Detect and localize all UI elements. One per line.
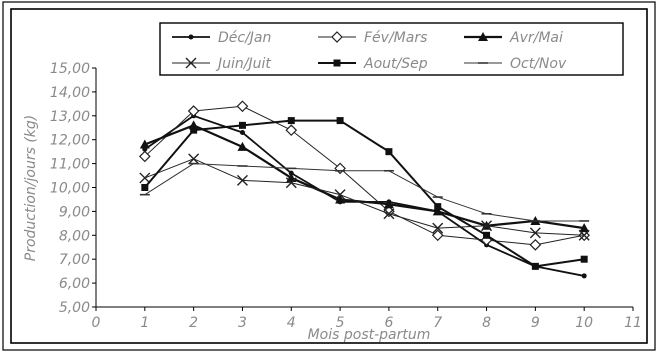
- data-point: [432, 206, 443, 216]
- series-line: [144, 158, 585, 236]
- y-tick-label: 14,00: [50, 85, 90, 101]
- y-tick-label: 11,00: [50, 157, 90, 173]
- data-point: [579, 223, 590, 233]
- x-tick-label: 9: [531, 315, 540, 331]
- legend-item: Fév/Mars: [318, 30, 427, 46]
- data-point: [385, 148, 393, 156]
- legend-item: Avr/Mai: [464, 30, 563, 46]
- data-point: [139, 139, 150, 149]
- legend: Déc/Jan Fév/Mars Avr/Mai Juin/Juit Aout/Sep O…: [159, 22, 624, 76]
- data-point: [578, 229, 590, 241]
- y-tick-label: 6,00: [59, 276, 90, 292]
- data-point: [434, 203, 442, 211]
- legend-item: Oct/Nov: [464, 56, 567, 72]
- data-point: [141, 184, 149, 191]
- x-tick-label: 11: [624, 315, 642, 331]
- legend-item: Déc/Jan: [172, 30, 271, 46]
- legend-label: Oct/Nov: [510, 56, 567, 72]
- legend-marker: [188, 34, 194, 40]
- legend-marker: [331, 31, 343, 43]
- x-tick-label: 3: [238, 315, 247, 331]
- y-tick-label: 13,00: [50, 109, 90, 125]
- y-axis-label: Production/jours (kg): [23, 115, 39, 262]
- legend-label: Fév/Mars: [364, 30, 427, 46]
- series-line: [144, 105, 585, 246]
- series-4: [139, 153, 590, 241]
- y-tick-label: 15,00: [50, 61, 90, 77]
- x-tick-label: 7: [433, 315, 442, 331]
- data-point: [336, 117, 344, 125]
- data-point: [188, 153, 200, 165]
- data-point: [139, 172, 151, 184]
- y-tick-label: 9,00: [59, 204, 90, 220]
- x-tick-label: 1: [140, 315, 149, 331]
- legend-box: [159, 22, 624, 76]
- y-tick-label: 7,00: [59, 252, 90, 268]
- data-point: [383, 199, 394, 209]
- y-tick-label: 5,00: [59, 300, 90, 316]
- data-point: [483, 231, 491, 239]
- data-point: [287, 117, 295, 125]
- y-tick-label: 10,00: [50, 181, 90, 197]
- legend-item: Aout/Sep: [318, 56, 428, 72]
- data-point: [187, 105, 200, 117]
- data-point: [334, 189, 346, 201]
- data-point: [236, 100, 249, 113]
- data-point: [431, 229, 444, 242]
- series-line: [144, 119, 585, 268]
- legend-label: Déc/Jan: [218, 30, 271, 46]
- data-point: [580, 255, 588, 263]
- x-axis-label: Mois post-partum: [308, 327, 431, 343]
- legend-label: Avr/Mai: [509, 30, 563, 46]
- legend-label: Aout/Sep: [363, 56, 428, 72]
- data-point: [237, 141, 248, 151]
- data-point: [285, 177, 297, 189]
- x-tick-label: 8: [482, 315, 491, 331]
- series-line: [144, 124, 585, 230]
- data-point: [190, 126, 198, 134]
- data-point: [239, 130, 245, 136]
- inner-border: [10, 8, 648, 344]
- data-point: [236, 174, 248, 186]
- plot-area: [138, 100, 591, 279]
- data-point: [335, 194, 346, 204]
- x-tick-label: 5: [336, 315, 345, 331]
- data-point: [432, 222, 444, 234]
- data-point: [529, 227, 541, 239]
- series-6: [139, 162, 590, 222]
- legend-marker: [185, 57, 197, 69]
- legend-item: Juin/Juit: [172, 56, 271, 72]
- data-point: [529, 239, 542, 251]
- data-point: [285, 124, 298, 136]
- data-point: [238, 121, 246, 129]
- data-point: [481, 220, 493, 232]
- x-tick-label: 10: [575, 315, 593, 331]
- data-point: [531, 262, 539, 270]
- data-point: [581, 273, 587, 279]
- series-5: [141, 117, 588, 270]
- axes: 5,00 6,00 7,00 8,00 9,00 10,00 11,00 12,00 13,00…: [50, 61, 642, 331]
- data-point: [383, 208, 395, 220]
- y-tick-label: 12,00: [50, 133, 90, 149]
- x-tick-label: 6: [384, 315, 393, 331]
- series-line: [144, 163, 585, 222]
- x-tick-label: 4: [287, 315, 296, 331]
- y-tick-label: 8,00: [59, 228, 90, 244]
- x-tick-label: 0: [92, 315, 101, 331]
- legend-marker: [333, 59, 341, 67]
- x-tick-label: 2: [189, 315, 198, 331]
- legend-marker: [478, 32, 488, 41]
- data-point: [138, 150, 151, 163]
- legend-label: Juin/Juit: [215, 56, 271, 72]
